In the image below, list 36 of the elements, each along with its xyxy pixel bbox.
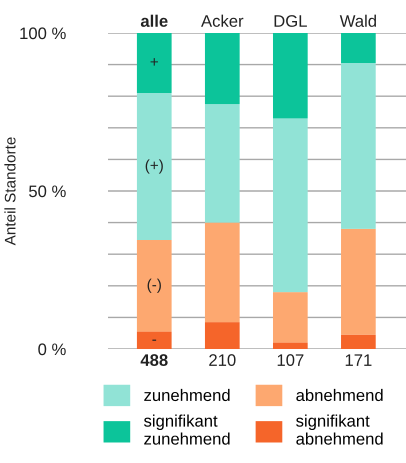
legend-label: signifikant abnehmend: [296, 414, 383, 445]
y-tick-label: 100 %: [20, 27, 66, 40]
bar: [272, 33, 308, 118]
annotation: -: [152, 340, 156, 341]
x-tick-label: Acker: [201, 14, 244, 27]
bar: [204, 104, 240, 223]
annotation: (+): [146, 159, 163, 174]
legend-label: signifikant zunehmend: [144, 414, 230, 445]
x-tick-label: Wald: [340, 14, 376, 27]
x-tick-label: DGL: [274, 15, 307, 27]
bar: [341, 33, 376, 64]
bar: [341, 334, 376, 349]
y-axis-title: Anteil Standorte: [4, 137, 16, 246]
y-tick-label: 0 %: [38, 343, 66, 356]
y-tick-label: 50 %: [29, 185, 66, 198]
bar: [136, 332, 172, 349]
bar: [272, 292, 308, 343]
text: 107: [278, 354, 304, 366]
bar: [341, 63, 376, 229]
bar: [136, 93, 172, 240]
bar: [204, 322, 240, 349]
legend-label: zunehmend: [144, 388, 230, 402]
text: 171: [346, 354, 372, 366]
bar: [136, 240, 172, 332]
bar: [341, 228, 376, 335]
bar: [204, 222, 240, 322]
text: 488: [140, 354, 168, 366]
bar: [272, 118, 308, 292]
legend-label: abnehmend: [296, 388, 383, 402]
x-tick-label: alle: [140, 14, 168, 27]
annotation: +: [150, 58, 158, 66]
bar: [204, 33, 240, 104]
annotation: (-): [148, 278, 161, 293]
bar: [136, 33, 172, 94]
text: 210: [209, 354, 236, 366]
bar: [272, 342, 308, 349]
